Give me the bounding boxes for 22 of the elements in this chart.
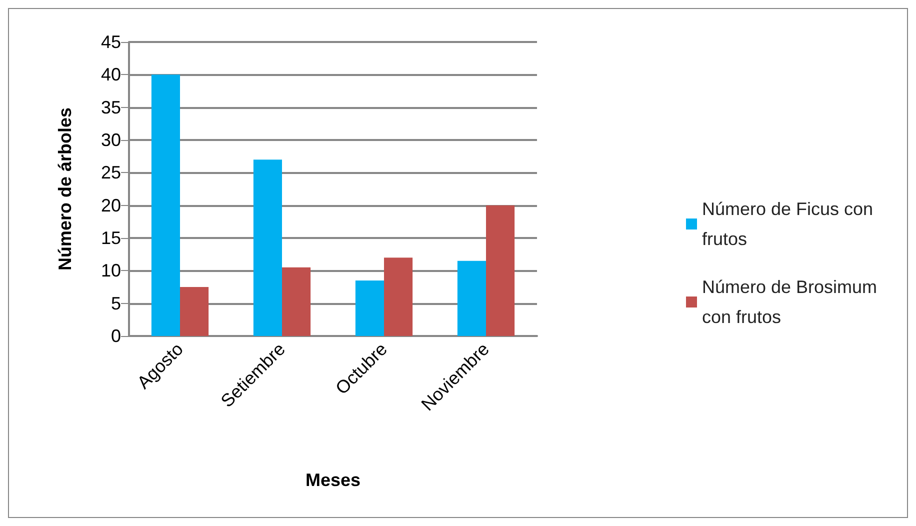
y-tick-label: 45 (100, 32, 121, 52)
bar (180, 287, 209, 336)
x-axis-title: Meses (305, 470, 361, 490)
y-tick-label: 35 (100, 97, 121, 118)
bar (151, 74, 180, 336)
bar (486, 205, 515, 336)
y-tick-label: 40 (100, 64, 121, 85)
y-tick-label: 30 (100, 130, 121, 150)
legend-label: Número de Brosimum con frutos (702, 277, 882, 327)
legend-label: Número de Ficus con frutos (702, 199, 878, 249)
bar (282, 267, 311, 336)
y-tick-label: 0 (110, 326, 121, 346)
bar (457, 260, 486, 336)
y-tick-label: 5 (110, 293, 121, 314)
bar (253, 160, 282, 336)
y-tick-label: 25 (100, 162, 121, 183)
y-axis-title: Número de árboles (55, 107, 75, 271)
y-tick-label: 20 (100, 195, 121, 216)
bar (384, 258, 413, 336)
y-tick-label: 10 (100, 260, 121, 281)
y-tick-label: 15 (100, 228, 121, 248)
bar (355, 280, 384, 336)
